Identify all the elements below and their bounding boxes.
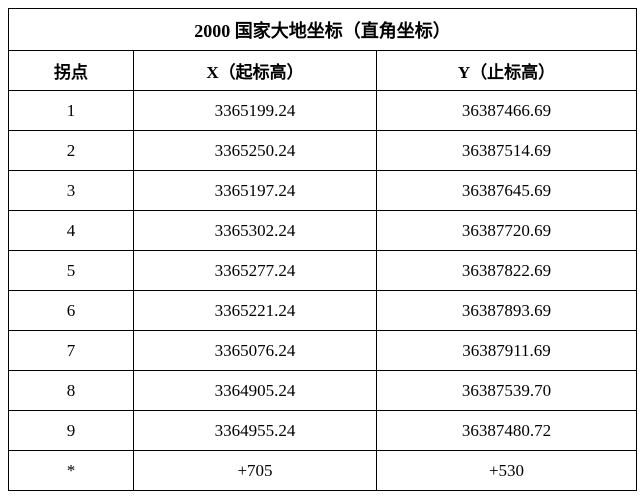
table-row: 2 3365250.24 36387514.69 [8, 130, 638, 171]
table-row: 7 3365076.24 36387911.69 [8, 330, 638, 371]
title-row: 2000 国家大地坐标（直角坐标） [7, 8, 638, 51]
table-cell: 8 [8, 370, 134, 411]
table-cell: 3364905.24 [133, 370, 377, 411]
table-cell: 6 [8, 290, 134, 331]
table-row: 3 3365197.24 36387645.69 [8, 170, 638, 211]
table-title: 2000 国家大地坐标（直角坐标） [7, 8, 638, 51]
table-cell: 7 [8, 330, 134, 371]
table-cell: 36387911.69 [375, 330, 638, 371]
table-row: 6 3365221.24 36387893.69 [8, 290, 638, 331]
table-cell: 3365199.24 [133, 90, 377, 131]
header-row: 拐点 X（起标高） Y（止标高） [8, 50, 638, 91]
table-cell: 9 [8, 410, 134, 451]
table-cell: 3 [8, 170, 134, 211]
table-cell: +530 [375, 450, 638, 491]
table-row: * +705 +530 [8, 450, 638, 491]
table-cell: 36387893.69 [375, 290, 638, 331]
table-row: 9 3364955.24 36387480.72 [8, 410, 638, 451]
table-cell: 3365197.24 [133, 170, 377, 211]
table-cell: 36387466.69 [375, 90, 638, 131]
table-cell: +705 [133, 450, 377, 491]
header-cell: 拐点 [8, 50, 134, 91]
table-row: 8 3364905.24 36387539.70 [8, 370, 638, 411]
table-cell: 36387539.70 [375, 370, 638, 411]
table-row: 1 3365199.24 36387466.69 [8, 90, 638, 131]
table-cell: 36387514.69 [375, 130, 638, 171]
table-cell: 3365302.24 [133, 210, 377, 251]
table-cell: 2 [8, 130, 134, 171]
table-cell: * [8, 450, 134, 491]
table-cell: 36387822.69 [375, 250, 638, 291]
table-cell: 5 [8, 250, 134, 291]
header-cell: Y（止标高） [375, 50, 638, 91]
table-cell: 4 [8, 210, 134, 251]
table-row: 4 3365302.24 36387720.69 [8, 210, 638, 251]
table-cell: 3365221.24 [133, 290, 377, 331]
coordinate-table: 2000 国家大地坐标（直角坐标） 拐点 X（起标高） Y（止标高） 1 336519… [7, 8, 638, 491]
table-cell: 3364955.24 [133, 410, 377, 451]
table-cell: 36387480.72 [375, 410, 638, 451]
table-cell: 3365076.24 [133, 330, 377, 371]
table-row: 5 3365277.24 36387822.69 [8, 250, 638, 291]
table-body: 1 3365199.24 36387466.69 2 3365250.24 3638751… [8, 90, 638, 491]
header-cell: X（起标高） [133, 50, 377, 91]
table-cell: 36387645.69 [375, 170, 638, 211]
table-cell: 36387720.69 [375, 210, 638, 251]
table-cell: 3365277.24 [133, 250, 377, 291]
table-head: 2000 国家大地坐标（直角坐标） 拐点 X（起标高） Y（止标高） [7, 8, 638, 91]
table-cell: 1 [8, 90, 134, 131]
table-cell: 3365250.24 [133, 130, 377, 171]
